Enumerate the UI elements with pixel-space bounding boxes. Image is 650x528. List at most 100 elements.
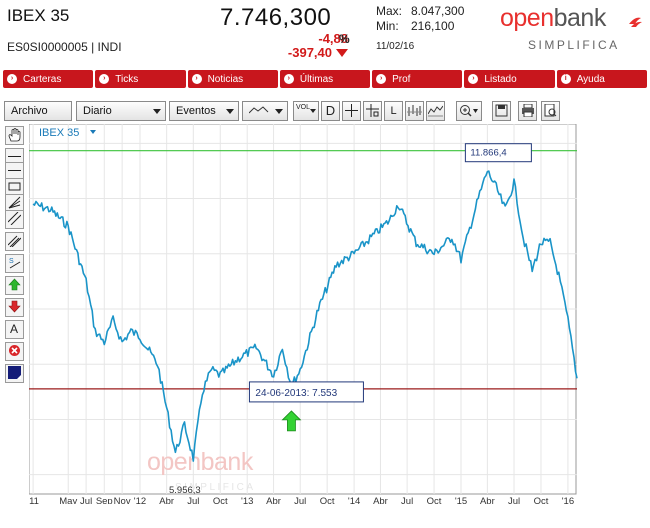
print-button[interactable] xyxy=(518,101,537,121)
green-arrow-up-icon xyxy=(8,278,21,291)
max-label: Max: xyxy=(376,4,403,18)
watermark-subtitle: SIMPLIFICA xyxy=(175,482,256,493)
chevron-down-icon xyxy=(153,109,161,114)
horizontal-line-icon xyxy=(8,156,21,157)
x-tick-label: '14 xyxy=(348,496,360,504)
lines-button[interactable]: L xyxy=(384,101,403,121)
crosshair-icon xyxy=(345,104,358,117)
hline-icon xyxy=(8,170,21,171)
save-icon xyxy=(495,104,508,117)
svg-text:S: S xyxy=(9,258,14,265)
speed-line-tool[interactable]: S xyxy=(5,254,24,273)
svg-text:A: A xyxy=(10,322,18,335)
nav-label: Prof xyxy=(392,73,411,85)
buy-arrow-icon[interactable] xyxy=(281,410,302,432)
nav-listado[interactable]: › Listado xyxy=(464,70,555,88)
bars-icon xyxy=(407,105,422,116)
nav-arrow-icon: › xyxy=(283,74,294,84)
point-annotation-box xyxy=(248,381,364,403)
nav-carteras[interactable]: › Carteras xyxy=(3,70,94,88)
channel-tool[interactable] xyxy=(5,210,24,229)
flame-icon xyxy=(629,17,642,27)
nav-ultimas[interactable]: › Últimas xyxy=(279,70,371,88)
change-absolute: -397,40 xyxy=(287,45,332,60)
series-title[interactable]: IBEX 35 xyxy=(39,127,79,139)
nav-ticks[interactable]: › Ticks xyxy=(95,70,186,88)
sell-signal-tool[interactable] xyxy=(5,298,24,317)
preview-button[interactable] xyxy=(541,101,560,121)
max-annotation-label: 11.866,4 xyxy=(470,148,506,159)
nav-label: Noticias xyxy=(207,73,244,85)
x-tick-label: '13 xyxy=(241,496,253,504)
hand-icon xyxy=(8,128,21,142)
volume-toggle[interactable]: VOL xyxy=(293,101,319,121)
price-chart[interactable]: '11MayJulSepNov'12AbrJulOct'13AbrJulOct'… xyxy=(29,124,580,504)
nav-arrow-icon: › xyxy=(191,74,202,84)
logo-part-bank: bank xyxy=(553,4,607,32)
chart-toolbar: Archivo Diario Eventos VOL D L xyxy=(4,101,644,121)
nav-ayuda[interactable]: i Ayuda xyxy=(556,70,647,88)
logo-subtitle: SIMPLIFICA xyxy=(528,38,620,52)
nav-noticias[interactable]: › Noticias xyxy=(187,70,278,88)
logo-part-open: open xyxy=(500,4,554,32)
x-tick-label: Jul xyxy=(80,496,92,504)
x-tick-label: '12 xyxy=(134,496,146,504)
last-price: 7.746,300 xyxy=(220,4,332,31)
hand-tool[interactable] xyxy=(5,126,24,145)
rectangle-icon xyxy=(8,182,21,191)
x-tick-label: Oct xyxy=(320,496,335,504)
x-tick-label: Abr xyxy=(159,496,174,504)
price-series-line[interactable] xyxy=(32,170,578,462)
crosshair-button[interactable] xyxy=(342,101,361,121)
ticker-name: IBEX 35 xyxy=(7,6,70,25)
color-picker[interactable] xyxy=(5,364,24,383)
eventos-label: Eventos xyxy=(176,105,216,117)
nav-label: Ticks xyxy=(115,73,139,85)
text-a-icon: A xyxy=(10,322,18,335)
x-tick-label: Sep xyxy=(96,496,113,504)
color-swatch-icon xyxy=(8,366,21,379)
x-tick-label: May xyxy=(59,496,77,504)
change-percent: -4,88 xyxy=(318,31,348,46)
buy-signal-tool[interactable] xyxy=(5,276,24,295)
zoom-select[interactable] xyxy=(456,101,482,121)
watermark-logo: openbank xyxy=(147,448,254,476)
openbank-logo: openbank xyxy=(500,4,606,33)
min-value: 216,100 xyxy=(411,19,455,33)
print-icon xyxy=(521,104,534,117)
x-tick-label: Oct xyxy=(427,496,442,504)
nav-arrow-icon: › xyxy=(376,74,387,84)
delete-icon xyxy=(9,345,20,356)
text-tool[interactable]: A xyxy=(5,320,24,339)
x-tick-label: '15 xyxy=(455,496,467,504)
nav-label: Carteras xyxy=(23,73,62,85)
nav-arrow-icon: › xyxy=(468,74,479,84)
archivo-menu[interactable]: Archivo xyxy=(4,101,72,121)
x-tick-label: Jul xyxy=(508,496,520,504)
nav-arrow-icon: › xyxy=(99,74,110,84)
x-tick-label: Nov xyxy=(114,496,131,504)
parallel-tool[interactable] xyxy=(5,232,24,251)
x-tick-label: '16 xyxy=(562,496,574,504)
fibonacci-tool[interactable] xyxy=(5,194,24,213)
quote-date: 11/02/16 xyxy=(376,41,415,52)
bars-button[interactable] xyxy=(405,101,424,121)
period-select[interactable]: Diario xyxy=(76,101,166,121)
main-nav: › Carteras › Ticks › Noticias › Últimas › Pro… xyxy=(3,70,647,88)
eventos-select[interactable]: Eventos xyxy=(169,101,239,121)
nav-label: Ayuda xyxy=(576,73,605,85)
max-value: 8.047,300 xyxy=(411,4,465,18)
info-icon: i xyxy=(560,74,571,84)
max-annotation-box xyxy=(464,143,532,163)
x-tick-label: Oct xyxy=(534,496,549,504)
chevron-down-icon xyxy=(275,109,283,114)
delete-tool[interactable] xyxy=(5,342,24,361)
save-button[interactable] xyxy=(492,101,511,121)
chart-type-select[interactable] xyxy=(242,101,288,121)
x-tick-label: Jul xyxy=(294,496,306,504)
daily-button[interactable]: D xyxy=(321,101,340,121)
compare-button[interactable] xyxy=(426,101,445,121)
crosshair-label-button[interactable] xyxy=(363,101,382,121)
nav-prof[interactable]: › Prof xyxy=(372,70,463,88)
down-arrow-icon xyxy=(336,49,348,57)
